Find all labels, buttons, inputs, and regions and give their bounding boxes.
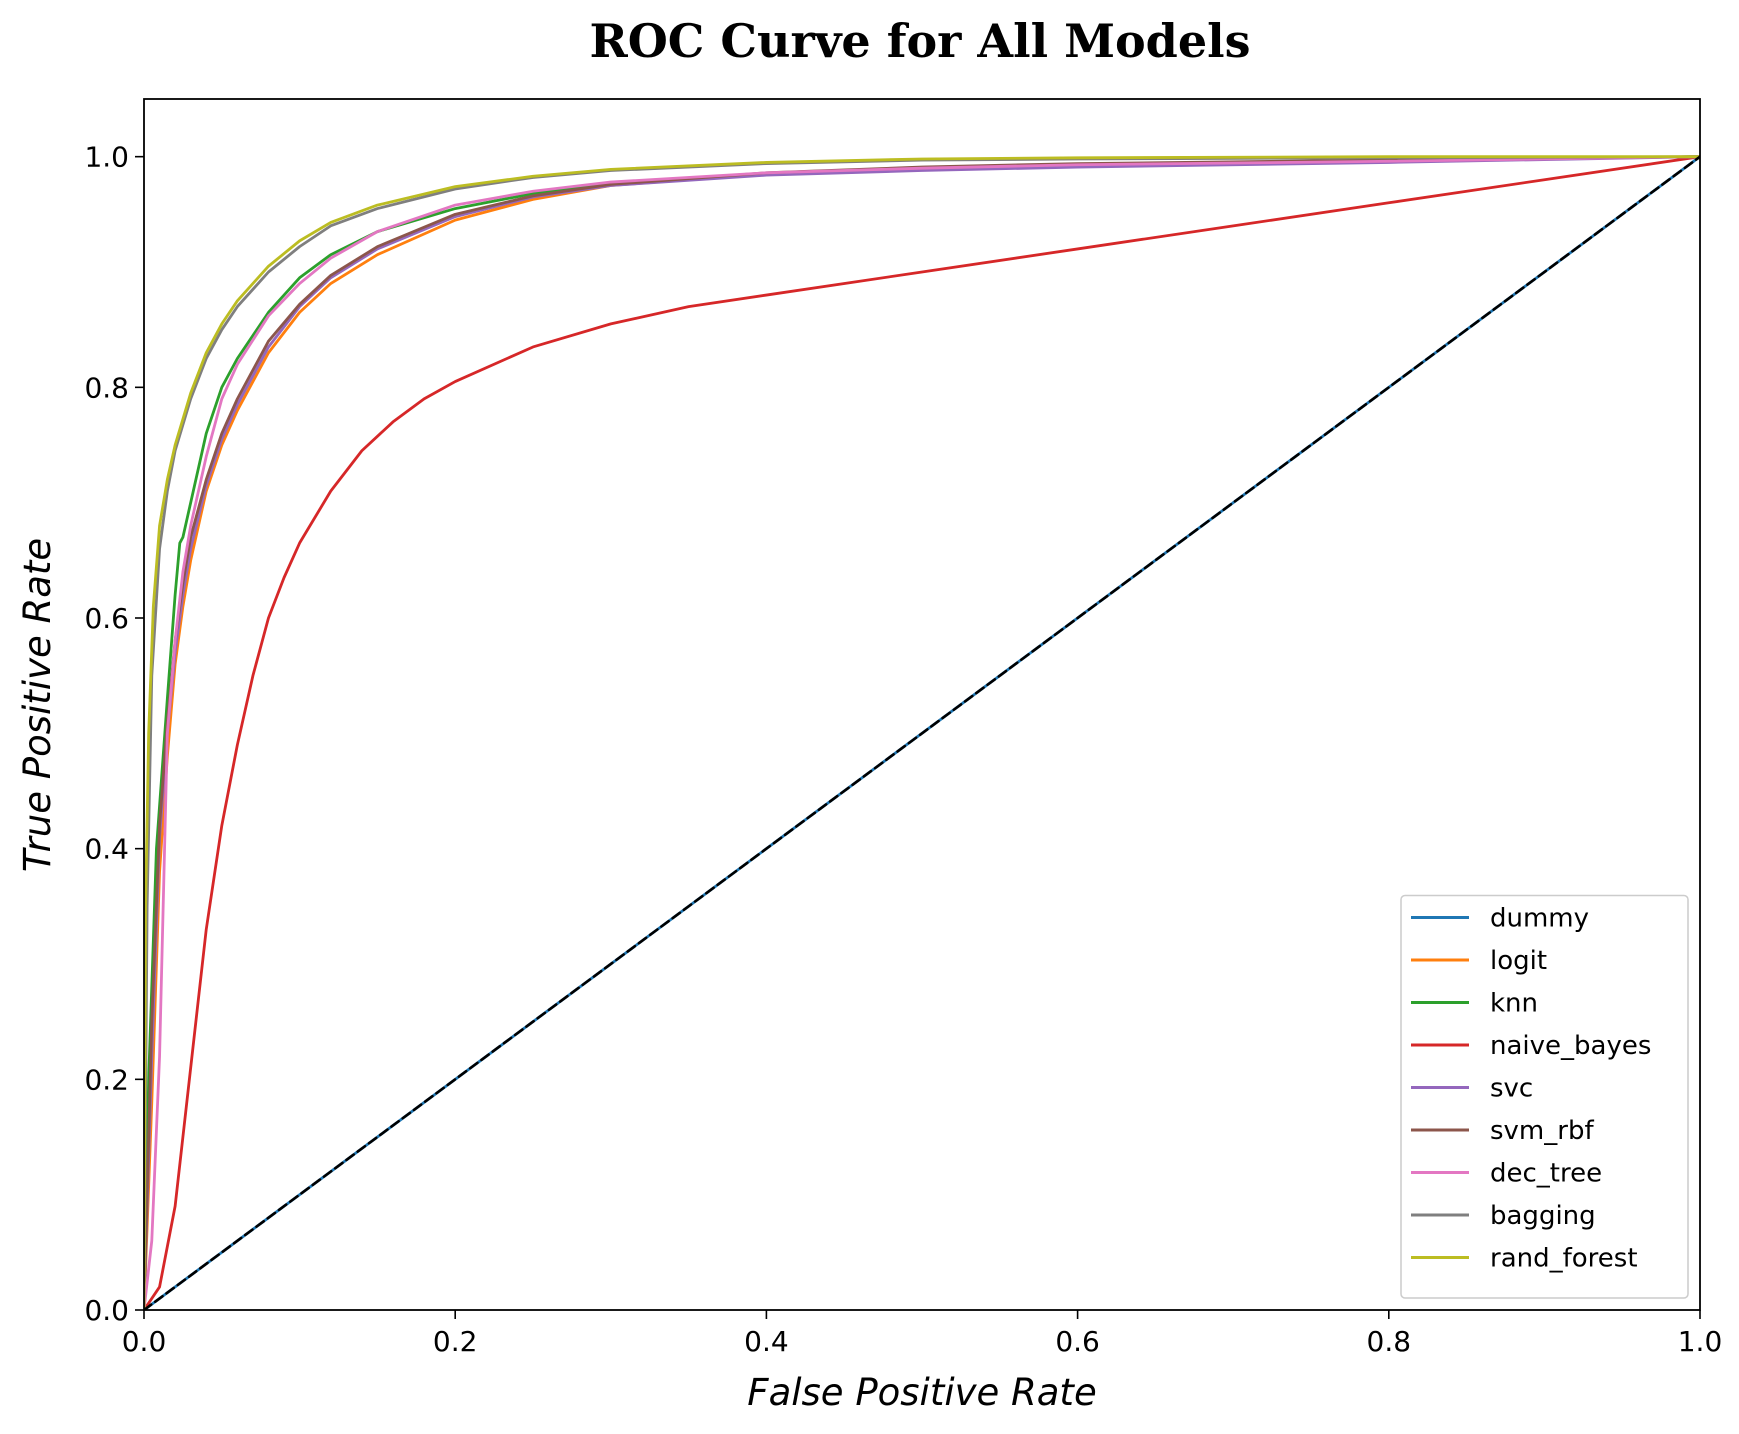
series-line-naive_bayes xyxy=(144,155,1700,1310)
x-tick-label: 0.0 xyxy=(122,1325,167,1358)
legend-label-knn: knn xyxy=(1490,989,1538,1019)
legend-label-svm_rbf: svm_rbf xyxy=(1490,1116,1594,1146)
y-axis-label: True Positive Rate xyxy=(16,538,59,872)
legend-label-dec_tree: dec_tree xyxy=(1490,1159,1602,1189)
y-tick-label: 0.8 xyxy=(84,371,129,404)
legend-label-svc: svc xyxy=(1490,1074,1533,1104)
series-line-dec_tree xyxy=(144,155,1700,1310)
x-tick-label: 0.8 xyxy=(1367,1325,1412,1358)
x-tick-label: 0.2 xyxy=(433,1325,478,1358)
plot-area xyxy=(144,155,1700,1310)
y-tick-label: 1.0 xyxy=(84,141,129,174)
x-tick-label: 0.6 xyxy=(1055,1325,1100,1358)
y-tick-label: 0.2 xyxy=(84,1063,129,1096)
legend-label-dummy: dummy xyxy=(1490,904,1589,934)
y-tick-label: 0.6 xyxy=(84,602,129,635)
plot-frame xyxy=(143,98,1701,1311)
legend-label-naive_bayes: naive_bayes xyxy=(1490,1031,1651,1061)
legend-label-logit: logit xyxy=(1490,946,1547,976)
x-axis-label: False Positive Rate xyxy=(747,1371,1096,1414)
legend-box xyxy=(1400,894,1689,1299)
legend-label-bagging: bagging xyxy=(1490,1201,1596,1231)
y-tick-label: 0.0 xyxy=(84,1294,129,1327)
axis-ticks: 0.0 0.2 0.4 0.6 0.8 1.0 0.0 0.2 0.4 0.6 0.8 1.0 xyxy=(84,141,1722,1358)
series-line-rand_forest xyxy=(144,155,1700,1310)
diagonal-reference-line xyxy=(144,155,1700,1310)
x-tick-label: 0.4 xyxy=(744,1325,789,1358)
y-tick-label: 0.4 xyxy=(84,833,129,866)
chart-title: ROC Curve for All Models xyxy=(589,14,1250,68)
legend-label-rand_forest: rand_forest xyxy=(1490,1244,1638,1274)
x-tick-label: 1.0 xyxy=(1678,1325,1723,1358)
